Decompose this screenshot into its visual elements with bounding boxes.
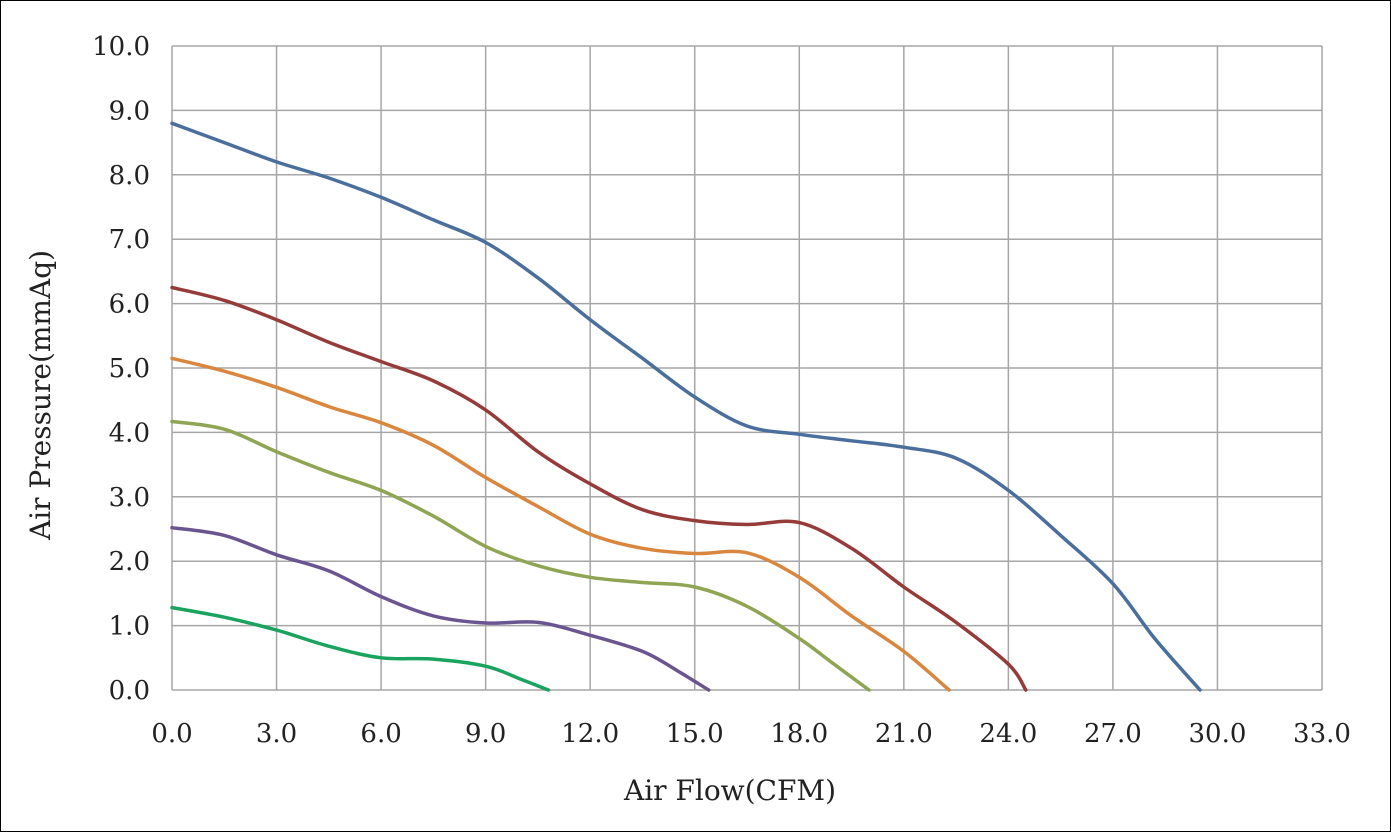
x-tick-label: 18.0 (770, 719, 828, 749)
y-tick-label: 8.0 (109, 161, 150, 191)
y-tick-label: 2.0 (109, 547, 150, 577)
x-tick-label: 30.0 (1189, 719, 1247, 749)
y-tick-label: 4.0 (109, 418, 150, 448)
series-line-1 (170, 121, 1202, 692)
x-tick-label: 9.0 (465, 719, 506, 749)
series-line-5 (170, 525, 711, 692)
y-axis-title: Air Pressure(mmAq) (24, 250, 57, 541)
y-tick-label: 6.0 (109, 290, 150, 320)
x-tick-labels: 0.0 3.0 6.0 9.0 12.0 15.0 18.0 21.0 24.0 27.0 30.0… (151, 719, 1351, 749)
series-line-4 (170, 419, 871, 692)
y-tick-label: 10.0 (92, 32, 150, 62)
series-line-3 (170, 356, 951, 692)
y-tick-label: 0.0 (109, 676, 150, 706)
x-tick-label: 21.0 (875, 719, 933, 749)
y-tick-label: 9.0 (109, 96, 150, 126)
x-tick-label: 33.0 (1293, 719, 1351, 749)
series-line-2 (170, 285, 1028, 692)
y-tick-label: 1.0 (109, 612, 150, 642)
x-tick-label: 24.0 (979, 719, 1037, 749)
series-line-6 (170, 605, 551, 692)
grid-lines (171, 45, 1323, 691)
x-tick-label: 0.0 (151, 719, 192, 749)
series-lines (170, 121, 1202, 692)
y-tick-labels: 0.0 1.0 2.0 3.0 4.0 5.0 6.0 7.0 8.0 9.0 10.0 (92, 32, 150, 706)
y-tick-label: 3.0 (109, 483, 150, 513)
y-tick-label: 5.0 (109, 354, 150, 384)
x-axis-title: Air Flow(CFM) (623, 774, 836, 807)
x-tick-label: 3.0 (256, 719, 297, 749)
x-tick-label: 6.0 (360, 719, 401, 749)
x-tick-label: 27.0 (1084, 719, 1142, 749)
x-tick-label: 15.0 (666, 719, 724, 749)
x-tick-label: 12.0 (561, 719, 619, 749)
y-tick-label: 7.0 (109, 225, 150, 255)
